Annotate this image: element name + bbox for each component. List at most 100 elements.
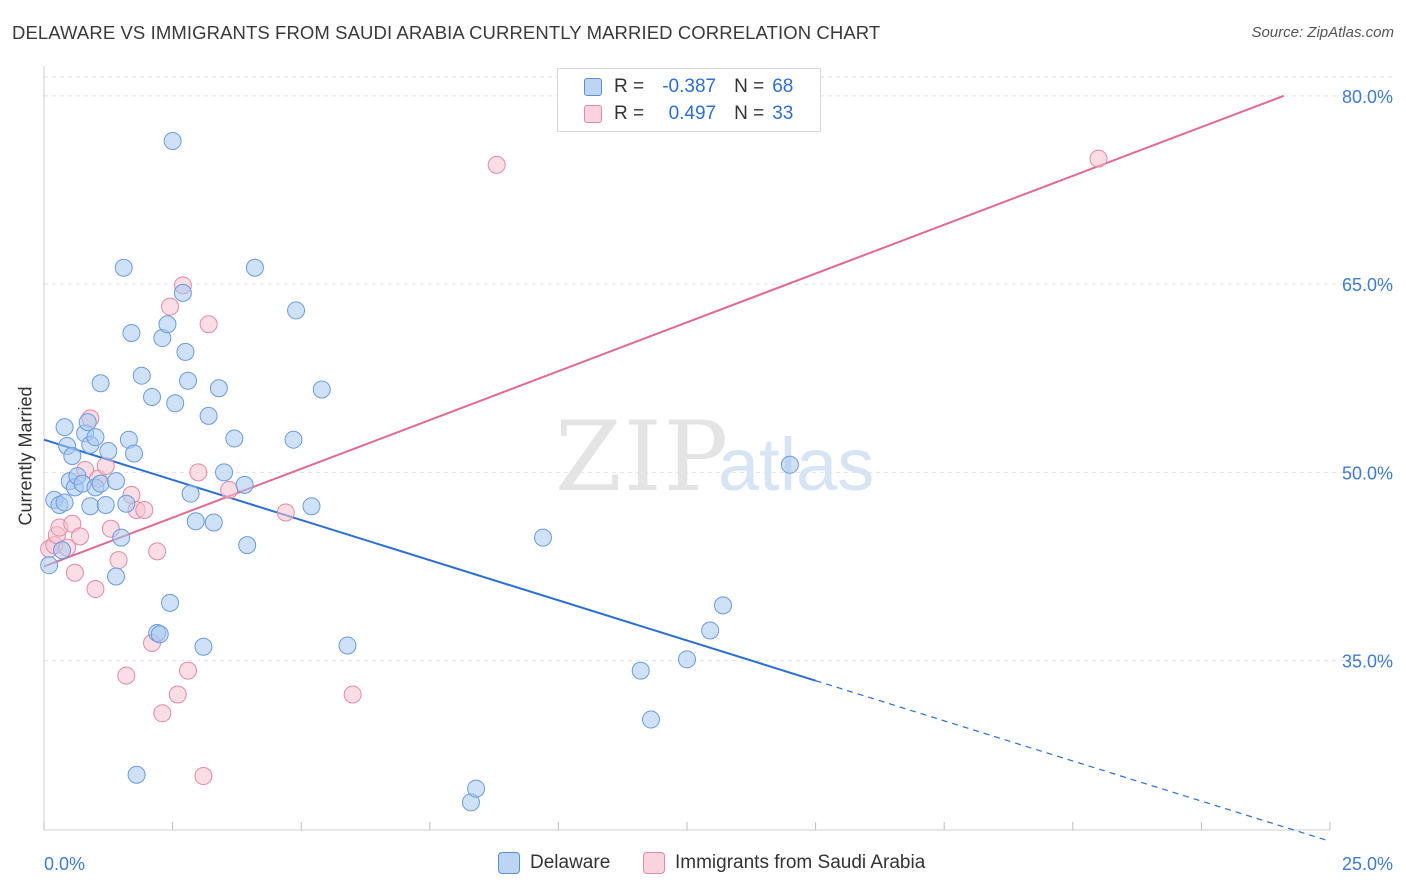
- data-point-delaware: [467, 779, 486, 798]
- y-axis-label: Currently Married: [15, 386, 36, 526]
- legend-swatch-blue: [498, 852, 520, 874]
- watermark: ZIP atlas: [555, 401, 874, 513]
- data-point-saudi: [199, 315, 218, 334]
- data-point-saudi: [135, 500, 154, 519]
- legend-row-saudi: R = 0.497 N = 33: [584, 102, 793, 126]
- data-point-delaware: [181, 484, 200, 503]
- x-tick-label: 25.0%: [1342, 854, 1393, 874]
- data-point-delaware: [215, 463, 234, 482]
- data-point-saudi: [1089, 149, 1108, 168]
- data-point-delaware: [81, 497, 100, 516]
- data-point-saudi: [153, 704, 172, 723]
- data-point-delaware: [176, 342, 195, 361]
- data-point-delaware: [158, 315, 177, 334]
- data-point-delaware: [225, 429, 244, 448]
- trend-line-delaware-projected: [815, 680, 1331, 842]
- data-points: [40, 132, 1108, 812]
- legend-row-delaware: R = -0.387 N = 68: [584, 75, 793, 99]
- data-point-delaware: [161, 593, 180, 612]
- x-tick-label: 0.0%: [44, 854, 85, 874]
- data-point-saudi: [161, 297, 180, 316]
- data-point-delaware: [284, 430, 303, 449]
- data-point-saudi: [96, 457, 115, 476]
- data-point-delaware: [204, 513, 223, 532]
- data-point-delaware: [143, 388, 162, 407]
- legend-r-value: -0.387: [662, 76, 717, 97]
- data-point-delaware: [112, 528, 131, 547]
- data-point-saudi: [168, 685, 187, 704]
- data-point-delaware: [150, 625, 169, 644]
- data-point-saudi: [148, 542, 167, 561]
- legend-r-value: 0.497: [668, 103, 717, 124]
- data-point-delaware: [209, 379, 228, 398]
- legend-swatch-blue: [584, 78, 602, 96]
- legend-swatch-pink: [643, 852, 665, 874]
- legend-r-label: R =: [614, 76, 645, 97]
- data-point-saudi: [343, 685, 362, 704]
- legend-n-label: N =: [734, 76, 765, 97]
- data-point-delaware: [53, 541, 72, 560]
- data-point-delaware: [114, 258, 133, 277]
- data-point-delaware: [55, 418, 74, 437]
- data-point-delaware: [96, 495, 115, 514]
- data-point-delaware: [99, 441, 118, 460]
- data-point-delaware: [194, 637, 213, 656]
- data-point-delaware: [338, 636, 357, 655]
- data-point-delaware: [631, 661, 650, 680]
- data-point-delaware: [238, 536, 257, 555]
- legend-label-delaware: Delaware: [530, 852, 611, 873]
- data-point-delaware: [678, 650, 696, 669]
- data-point-delaware: [40, 556, 59, 575]
- watermark-zip: ZIP: [555, 401, 730, 513]
- data-point-saudi: [86, 580, 105, 599]
- data-point-delaware: [132, 366, 151, 385]
- y-tick-label: 80.0%: [1342, 87, 1393, 107]
- data-point-delaware: [302, 497, 321, 516]
- data-point-saudi: [189, 463, 208, 482]
- data-point-delaware: [166, 394, 185, 413]
- tick-labels: 35.0% 50.0% 65.0% 80.0% 0.0% 25.0%: [44, 87, 1393, 874]
- data-point-delaware: [186, 512, 205, 531]
- data-point-saudi: [220, 480, 239, 499]
- trend-line-delaware: [43, 438, 816, 682]
- legend-r-label: R =: [614, 103, 645, 124]
- data-point-delaware: [125, 444, 144, 463]
- source-label: Source: ZipAtlas.com: [1251, 24, 1394, 41]
- data-point-delaware: [533, 528, 552, 547]
- data-point-delaware: [91, 474, 110, 493]
- data-point-delaware: [287, 301, 306, 320]
- data-point-delaware: [245, 258, 264, 277]
- y-tick-label: 50.0%: [1342, 463, 1393, 483]
- legend-swatch-pink: [584, 105, 602, 123]
- data-point-delaware: [714, 596, 733, 615]
- y-tick-label: 65.0%: [1342, 275, 1393, 295]
- data-point-delaware: [163, 132, 182, 151]
- legend-label-saudi: Immigrants from Saudi Arabia: [675, 852, 926, 873]
- data-point-delaware: [312, 380, 331, 399]
- data-point-saudi: [179, 661, 198, 680]
- legend-n-value: 33: [772, 103, 794, 124]
- data-point-delaware: [91, 374, 110, 393]
- chart-title: DELAWARE VS IMMIGRANTS FROM SAUDI ARABIA…: [12, 22, 881, 43]
- axes: [43, 66, 1331, 831]
- data-point-saudi: [65, 563, 84, 582]
- data-point-delaware: [63, 447, 82, 466]
- legend-item-delaware[interactable]: Delaware: [498, 852, 610, 874]
- data-point-saudi: [109, 551, 128, 570]
- series-legend: Delaware Immigrants from Saudi Arabia: [0, 852, 1406, 878]
- data-point-saudi: [71, 527, 90, 546]
- data-point-delaware: [173, 283, 192, 302]
- data-point-delaware: [179, 371, 198, 390]
- stats-legend: R = -0.387 N = 68 R = 0.497 N = 33: [557, 68, 821, 132]
- data-point-delaware: [641, 710, 660, 729]
- data-point-delaware: [127, 765, 146, 784]
- data-point-delaware: [122, 324, 141, 343]
- data-point-saudi: [487, 155, 506, 174]
- data-point-delaware: [107, 567, 126, 586]
- y-tick-label: 35.0%: [1342, 652, 1393, 672]
- legend-item-saudi[interactable]: Immigrants from Saudi Arabia: [643, 852, 925, 874]
- data-point-delaware: [701, 621, 720, 640]
- data-point-delaware: [117, 494, 136, 513]
- data-point-delaware: [780, 455, 799, 474]
